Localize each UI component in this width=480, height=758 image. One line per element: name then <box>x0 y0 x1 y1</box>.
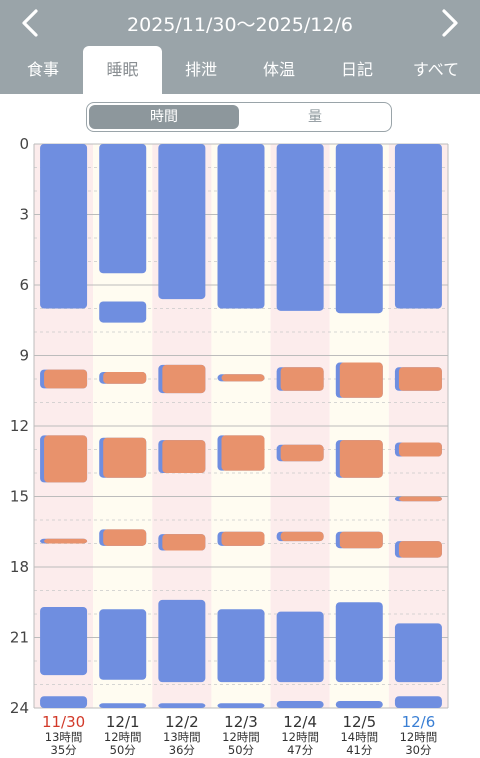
y-tick-label: 6 <box>19 276 29 294</box>
tab-excretion[interactable]: 排泄 <box>184 60 217 79</box>
time-mode-button[interactable]: 時間 <box>89 105 239 129</box>
tab-diary[interactable]: 日記 <box>340 60 373 79</box>
awake-bar <box>280 531 324 542</box>
awake-bar <box>103 529 147 546</box>
awake-bar <box>103 437 147 478</box>
sleep-bar <box>335 144 383 314</box>
tab-sleep[interactable]: 睡眠 <box>83 46 162 94</box>
sleep-bar <box>394 696 442 708</box>
date-label: 12/3 <box>224 713 258 731</box>
sleep-bar <box>99 301 147 323</box>
awake-bar <box>162 440 206 473</box>
amount-mode-button[interactable]: 量 <box>308 109 322 125</box>
minutes-label: 50分 <box>110 743 137 757</box>
tab-all[interactable]: すべて <box>412 60 460 79</box>
sleep-bar <box>217 144 265 309</box>
awake-bar <box>339 531 383 549</box>
y-tick-label: 9 <box>19 347 29 365</box>
y-tick-label: 18 <box>10 558 29 576</box>
y-tick-label: 24 <box>10 699 29 717</box>
sleep-bar <box>217 609 265 683</box>
hours-label: 12時間 <box>222 730 260 744</box>
minutes-label: 36分 <box>169 743 196 757</box>
minutes-label: 47分 <box>287 743 314 757</box>
tab-meal[interactable]: 食事 <box>26 60 59 79</box>
awake-bar <box>44 538 88 544</box>
sleep-bar <box>158 599 206 683</box>
date-label: 11/30 <box>42 713 85 731</box>
sleep-bar <box>40 144 88 309</box>
sleep-chart: 0369121518212411/3013時間35分12/112時間50分12/… <box>10 135 449 757</box>
sleep-bar <box>99 144 147 274</box>
hours-label: 12時間 <box>104 730 142 744</box>
hours-label: 13時間 <box>163 730 201 744</box>
date-range-title: 2025/11/30〜2025/12/6 <box>127 14 353 36</box>
awake-bar <box>398 442 442 457</box>
chevron-left-icon[interactable] <box>14 6 48 40</box>
sleep-bar <box>335 602 383 683</box>
sleep-bar <box>276 700 324 708</box>
awake-bar <box>103 371 147 384</box>
view-mode-toggle: 時間 量 <box>86 102 392 132</box>
sleep-bar <box>158 703 206 708</box>
hours-label: 12時間 <box>281 730 319 744</box>
sleep-bar <box>99 703 147 708</box>
awake-bar <box>280 367 324 391</box>
sleep-bar <box>276 144 324 311</box>
awake-bar <box>221 531 265 546</box>
header-bar: 2025/11/30〜2025/12/6 食事 睡眠 排泄 体温 日記 すべて <box>0 0 480 94</box>
chevron-right-icon[interactable] <box>432 6 466 40</box>
date-label: 12/5 <box>342 713 376 731</box>
awake-bar <box>44 435 88 483</box>
tab-temperature[interactable]: 体温 <box>262 60 295 79</box>
category-tabs: 食事 睡眠 排泄 体温 日記 すべて <box>0 46 480 94</box>
awake-bar <box>339 362 383 398</box>
y-tick-label: 0 <box>19 135 29 153</box>
awake-bar <box>339 440 383 478</box>
sleep-bar <box>276 611 324 683</box>
awake-bar <box>398 496 442 502</box>
minutes-label: 35分 <box>51 743 78 757</box>
y-tick-label: 3 <box>19 206 29 224</box>
minutes-label: 41分 <box>346 743 373 757</box>
awake-bar <box>162 534 206 551</box>
awake-bar <box>44 369 88 389</box>
awake-bar <box>162 364 206 394</box>
awake-bar <box>398 367 442 391</box>
minutes-label: 30分 <box>405 743 432 757</box>
sleep-bar <box>394 623 442 683</box>
y-tick-label: 21 <box>10 629 29 647</box>
awake-bar <box>280 444 324 462</box>
awake-bar <box>398 541 442 558</box>
date-label: 12/2 <box>165 713 199 731</box>
y-tick-label: 12 <box>10 417 29 435</box>
hours-label: 12時間 <box>400 730 438 744</box>
awake-bar <box>221 374 265 382</box>
sleep-bar <box>40 606 88 676</box>
date-label: 12/4 <box>283 713 317 731</box>
date-label: 12/1 <box>106 713 140 731</box>
date-label: 12/6 <box>402 713 436 731</box>
y-tick-label: 15 <box>10 488 29 506</box>
sleep-bar <box>99 609 147 680</box>
sleep-bar <box>158 144 206 300</box>
minutes-label: 50分 <box>228 743 255 757</box>
hours-label: 13時間 <box>45 730 83 744</box>
awake-bar <box>221 435 265 471</box>
hours-label: 14時間 <box>340 730 378 744</box>
sleep-bar <box>335 700 383 708</box>
sleep-bar <box>40 696 88 708</box>
sleep-bar <box>394 144 442 309</box>
sleep-bar <box>217 703 265 708</box>
